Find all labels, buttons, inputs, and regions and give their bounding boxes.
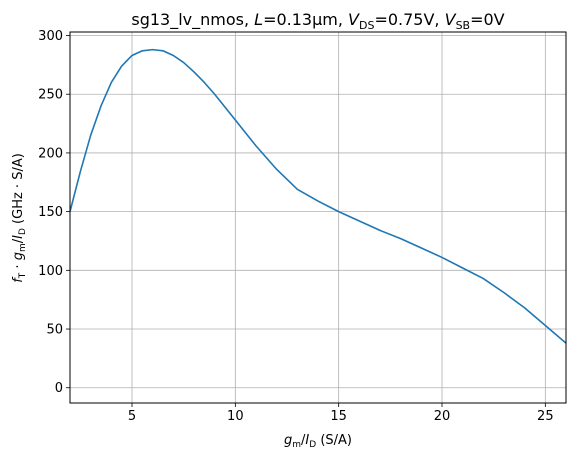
y-axis-label: fT · gm/ID (GHz · S/A)	[11, 153, 28, 283]
y-tick-label: 100	[38, 264, 63, 279]
x-tick-label: 15	[330, 409, 347, 424]
y-tick-label: 250	[38, 88, 63, 103]
y-tick-label: 200	[38, 146, 63, 161]
grid	[70, 32, 566, 403]
plot-area	[69, 48, 567, 344]
y-tick-label: 0	[55, 381, 63, 396]
y-tick-label: 300	[38, 29, 63, 44]
y-axis-ticks: 0 50 100 150 200 250 300	[38, 29, 70, 396]
x-axis-ticks: 5 10 15 20 25	[128, 403, 554, 424]
series-line	[69, 48, 567, 344]
chart-title: sg13_lv_nmos, L=0.13µm, VDS=0.75V, VSB=0…	[131, 10, 504, 32]
x-axis-label: gm/ID (S/A)	[284, 433, 352, 450]
y-tick-label: 50	[46, 323, 63, 338]
axes-frame	[69, 31, 567, 404]
x-tick-label: 25	[537, 409, 554, 424]
x-tick-label: 10	[227, 409, 244, 424]
y-tick-label: 150	[38, 205, 63, 220]
x-tick-label: 20	[434, 409, 451, 424]
x-tick-label: 5	[128, 409, 136, 424]
